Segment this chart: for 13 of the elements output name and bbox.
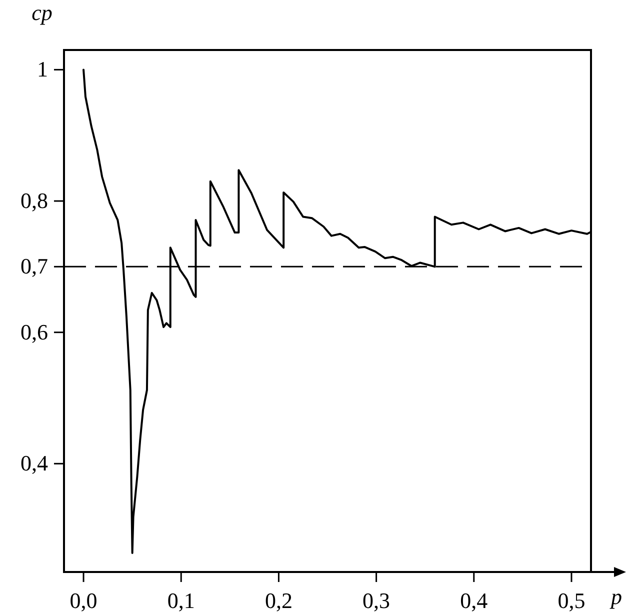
x-axis-title: p bbox=[609, 584, 622, 609]
y-tick-label: 1 bbox=[37, 56, 48, 82]
x-tick-label: 0,3 bbox=[362, 588, 390, 613]
x-tick-label: 0,4 bbox=[460, 588, 488, 613]
x-tick-label: 0,1 bbox=[167, 588, 195, 613]
y-tick-label: 0,8 bbox=[20, 188, 48, 214]
x-tick-label: 0,5 bbox=[558, 588, 586, 613]
y-tick-label: 0,7 bbox=[20, 254, 48, 279]
x-tick-label: 0,0 bbox=[70, 588, 98, 613]
y-tick-label: 0,6 bbox=[20, 319, 48, 344]
y-tick-label: 0,4 bbox=[20, 450, 48, 476]
x-tick-label: 0,2 bbox=[264, 588, 292, 613]
y-axis-title: cp bbox=[32, 0, 52, 25]
